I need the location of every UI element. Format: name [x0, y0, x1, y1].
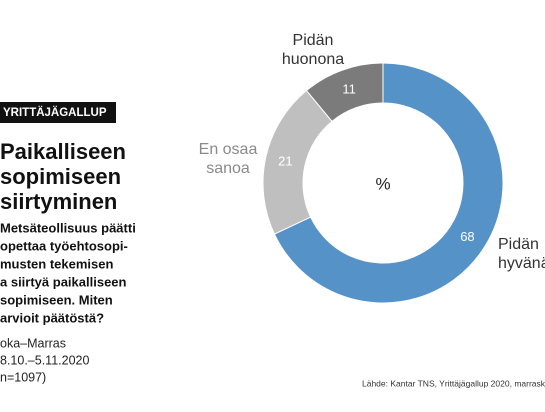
title-line: sopimiseen: [0, 164, 121, 189]
category-label-line: hyvänä: [498, 255, 545, 272]
meta-line: oka–Marras: [0, 336, 66, 350]
question-line: sopimiseen. Miten: [0, 292, 113, 307]
value-label: 11: [342, 81, 356, 96]
meta-line: 8.10.–5.11.2020: [0, 353, 89, 367]
category-label-line: Pidän: [293, 32, 334, 49]
center-label: %: [375, 174, 390, 193]
title-line: siirtyminen: [0, 189, 117, 214]
question-line: arvioit päätöstä?: [0, 310, 104, 325]
donut-segment: [262, 89, 333, 235]
kicker: YRITTÄJÄGALLUP: [3, 106, 107, 119]
category-label: En osaa sanoa: [199, 141, 258, 177]
category-label: Pidän huonona: [282, 32, 344, 68]
category-label-line: sanoa: [206, 160, 250, 177]
source: Lähde: Kantar TNS, Yrittäjägallup 2020, …: [362, 378, 545, 388]
value-label: 21: [278, 154, 292, 169]
donut-segment: [273, 62, 504, 304]
meta-line: n=1097): [0, 370, 46, 384]
title-line: Paikalliseen: [0, 139, 126, 164]
question-line: a siirtyä paikalliseen: [0, 274, 127, 289]
category-label: Pidän hyvänä: [498, 236, 545, 272]
question-line: Metsäteollisuus päätti: [0, 220, 136, 235]
value-label: 68: [460, 229, 474, 244]
question-line: musten tekemisen: [0, 256, 113, 271]
question-line: opettaa työehtosopi-: [0, 238, 128, 253]
kicker-box: [0, 102, 116, 123]
category-label-line: huonona: [282, 51, 344, 68]
donut-segment: [305, 62, 384, 123]
category-label-line: Pidän: [498, 236, 539, 253]
category-label-line: En osaa: [199, 141, 258, 158]
